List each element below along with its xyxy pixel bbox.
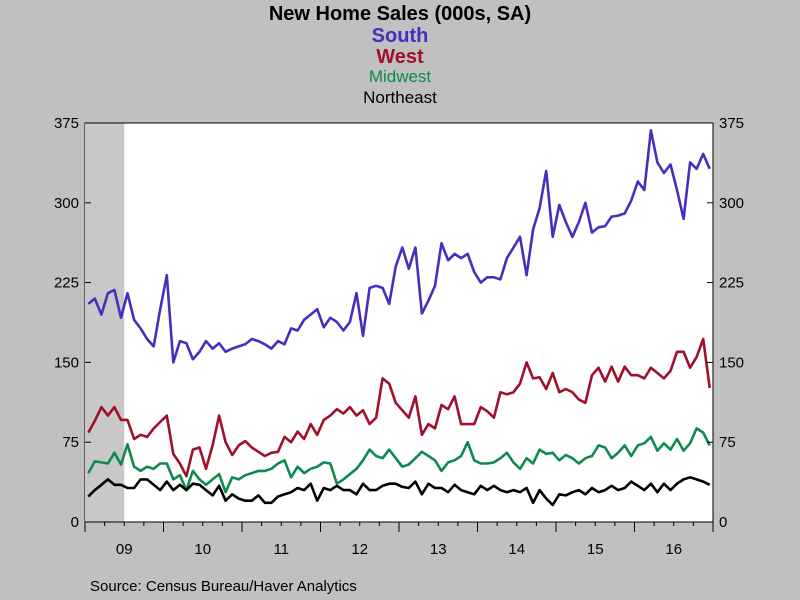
ytick-label-right: 375 [719, 115, 744, 132]
xtick-label: 15 [587, 541, 604, 558]
ytick-label-left: 75 [62, 434, 79, 451]
xtick-label: 11 [273, 541, 289, 558]
source-note: Source: Census Bureau/Haver Analytics [90, 578, 357, 595]
legend-midwest: Midwest [368, 67, 432, 86]
xtick-label: 12 [351, 541, 368, 558]
series-line-northeast [87, 475, 711, 507]
series-line-south [87, 129, 711, 364]
series-line-midwest [87, 427, 711, 494]
xtick-label: 10 [194, 541, 211, 558]
recession-shade [85, 123, 125, 522]
series-line-west [87, 337, 711, 478]
legend-northeast: Northeast [363, 88, 437, 107]
xtick-label: 09 [116, 541, 133, 558]
xtick-label: 16 [665, 541, 682, 558]
ytick-label-right: 300 [719, 195, 744, 212]
ytick-label-left: 225 [54, 275, 79, 292]
ytick-label-left: 300 [54, 195, 79, 212]
xtick-label: 14 [508, 541, 525, 558]
ytick-label-left: 150 [54, 354, 79, 371]
ytick-label-left: 0 [71, 514, 79, 531]
legend-west: West [376, 46, 424, 68]
legend-south: South [371, 25, 429, 47]
ytick-label-right: 75 [719, 434, 736, 451]
ytick-label-left: 375 [54, 115, 79, 132]
ytick-label-right: 0 [719, 514, 727, 531]
xtick-label: 13 [430, 541, 447, 558]
chart-title: New Home Sales (000s, SA) [268, 3, 532, 25]
ytick-label-right: 150 [719, 354, 744, 371]
ytick-label-right: 225 [719, 275, 744, 292]
